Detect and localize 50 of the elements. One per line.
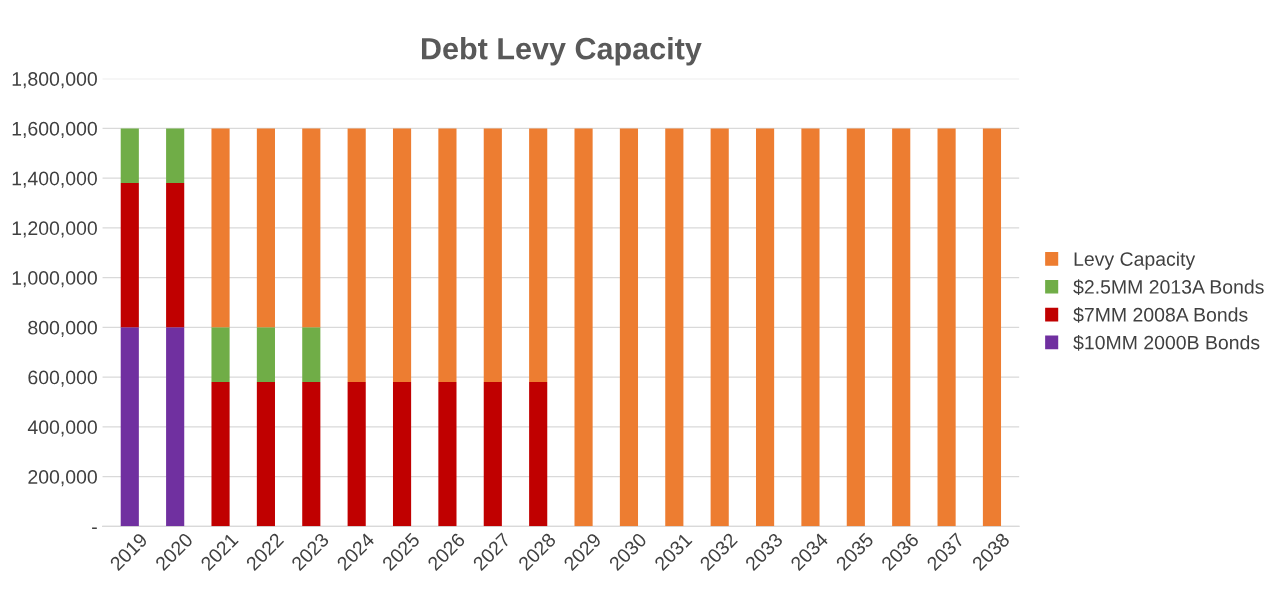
bar: [347, 128, 366, 383]
bar: [665, 128, 684, 527]
legend-label: $7MM 2008A Bonds: [1073, 307, 1248, 323]
legend-label: $10MM 2000B Bonds: [1073, 334, 1260, 351]
y-tick-label: 600,000: [28, 370, 97, 387]
bar: [166, 128, 185, 184]
bar: [892, 128, 911, 527]
bar: [211, 327, 230, 383]
bar: [529, 382, 548, 527]
y-tick-label: -: [92, 527, 97, 529]
bar: [120, 128, 139, 184]
y-tick-label: 200,000: [28, 470, 97, 487]
bar: [392, 128, 412, 383]
bar: [483, 128, 502, 383]
y-tick-label: 1,800,000: [12, 72, 97, 89]
bar: [529, 128, 548, 383]
chart-title: Debt Levy Capacity: [421, 37, 702, 66]
y-tick-label: 1,400,000: [12, 171, 97, 188]
legend-label: $2.5MM 2013A Bonds: [1073, 279, 1264, 295]
bar: [166, 183, 185, 328]
bar: [710, 128, 729, 527]
bar: [302, 382, 321, 527]
y-tick-label: 1,600,000: [12, 121, 97, 138]
bar: [438, 128, 457, 383]
bar: [982, 128, 1002, 527]
legend-label: Levy Capacity: [1074, 251, 1196, 270]
bar: [937, 128, 956, 527]
bar: [166, 327, 185, 527]
bar: [302, 128, 321, 328]
bar: [120, 327, 139, 527]
bar: [438, 382, 457, 527]
y-tick-label: 400,000: [27, 420, 97, 437]
bar: [211, 128, 230, 328]
y-tick-label: 1,000,000: [12, 271, 97, 288]
bar: [256, 327, 275, 383]
bar: [211, 382, 230, 527]
y-tick-label: 1,200,000: [12, 221, 97, 238]
bar: [256, 382, 275, 527]
bar: [302, 327, 321, 383]
bar: [483, 382, 502, 527]
bar: [619, 128, 639, 527]
bar: [756, 128, 775, 527]
bar: [801, 128, 820, 527]
y-tick-label: 800,000: [28, 320, 97, 337]
bar: [256, 128, 275, 328]
bar: [120, 183, 139, 328]
bar: [392, 382, 412, 527]
bar: [846, 128, 865, 527]
bar: [574, 128, 593, 527]
bar: [347, 382, 366, 527]
